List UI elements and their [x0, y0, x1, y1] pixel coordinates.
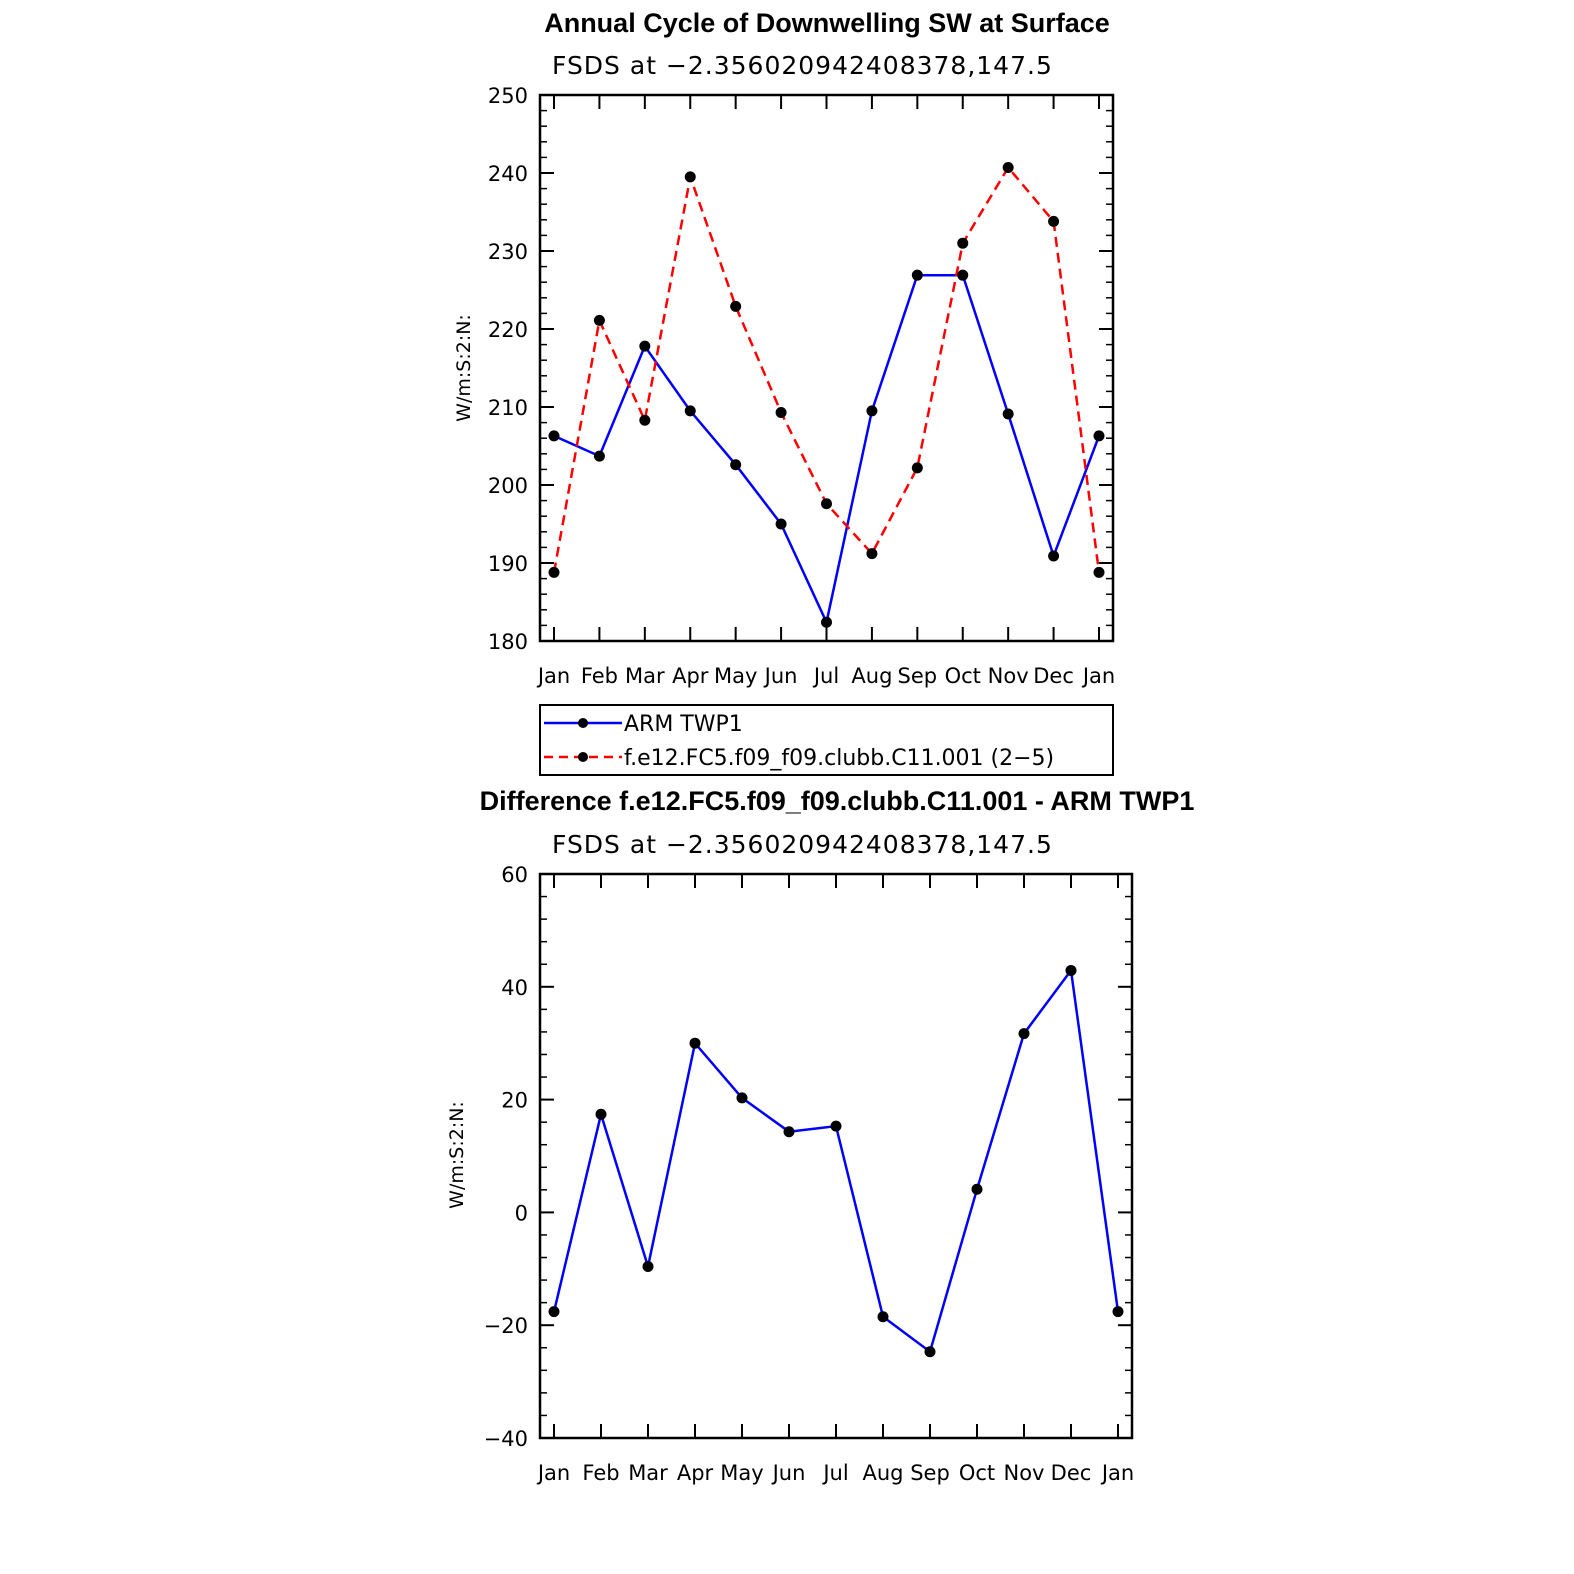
chart1-ytick-label: 250 — [488, 84, 528, 108]
chart1-series-1-point — [684, 405, 696, 417]
chart2-series-1-point — [783, 1126, 795, 1138]
chart2-ytick-label: 40 — [501, 976, 528, 1000]
chart2-xtick-label: Feb — [582, 1461, 619, 1485]
chart1-series-2-point — [866, 548, 878, 560]
chart1-series-2-point — [639, 414, 651, 426]
chart1-ytick-label: 180 — [488, 630, 528, 654]
chart2-frame — [538, 872, 1134, 1440]
chart1-series-1-point — [548, 430, 560, 442]
legend-marker-arm — [578, 718, 588, 728]
chart1-xtick-label: Jul — [812, 664, 839, 688]
chart1-ytick-label: 210 — [488, 396, 528, 420]
chart1-title: Annual Cycle of Downwelling SW at Surfac… — [544, 8, 1110, 38]
chart2-xtick-label: May — [720, 1461, 763, 1485]
chart1-xtick-label: May — [714, 664, 757, 688]
chart2-series-1-point — [736, 1092, 748, 1104]
chart2-xtick-label: Nov — [1004, 1461, 1045, 1485]
chart1-series-2-point — [593, 314, 605, 326]
chart2-series-1-point — [1018, 1028, 1030, 1040]
chart2-ytick-label: 0 — [515, 1201, 528, 1225]
chart1-series-1-point — [821, 616, 832, 628]
chart2-xtick-label: Apr — [677, 1461, 714, 1485]
chart2-xtick-label: Jan — [1100, 1461, 1134, 1485]
chart2-ytick-label: 20 — [501, 1089, 528, 1113]
chart2-series-1-point — [689, 1037, 701, 1049]
chart1-xtick-label: Dec — [1033, 664, 1074, 688]
chart1-series-1-point — [1093, 430, 1105, 442]
legend-label-arm: ARM TWP1 — [624, 712, 743, 737]
chart1-xtick-label: Jun — [763, 664, 798, 688]
chart1-series-2-point — [548, 566, 560, 578]
chart1-series-2-point — [1093, 566, 1105, 578]
chart1-series-1-point — [1002, 408, 1014, 420]
legend-label-model: f.e12.FC5.f09_f09.clubb.C11.001 (2−5) — [624, 746, 1054, 771]
chart2-xtick-label: Jan — [536, 1461, 570, 1485]
chart2-subtitle: FSDS at −2.356020942408378,147.5 — [552, 830, 1053, 859]
chart1-series-1-point — [1048, 550, 1060, 562]
chart2-series-1-point — [642, 1261, 654, 1273]
chart2-series-1-point — [595, 1108, 607, 1120]
chart2-plot-area: −40 −20 0 20 40 60 Jan Feb Mar Apr May Jun Jul Aug Sep… — [484, 863, 1135, 1485]
chart1-ytick-label: 230 — [488, 240, 528, 264]
chart1-series-2-point — [684, 171, 696, 183]
legend-box — [539, 704, 1114, 776]
chart1-xtick-label: Feb — [581, 664, 618, 688]
chart1-series-1-point — [730, 459, 742, 471]
chart1-series-1-point — [957, 269, 969, 281]
chart1-series-1-point — [866, 405, 878, 417]
chart1-ytick-label: 240 — [488, 162, 528, 186]
chart1-series-1-point — [593, 450, 605, 462]
chart1-xtick-label: Oct — [945, 664, 981, 688]
chart1-legend: ARM TWP1 f.e12.FC5.f09_f09.clubb.C11.001… — [539, 704, 1114, 776]
chart1-series-line-1 — [553, 273, 1101, 627]
chart2-series-1-point — [1112, 1306, 1124, 1318]
chart1-xtick-label: Aug — [851, 664, 892, 688]
chart1-xtick-label: Mar — [625, 664, 665, 688]
chart2-ylabel: W/m:S:2:N: — [446, 1101, 468, 1209]
chart2-series-1-point — [971, 1183, 983, 1195]
chart1-series-2-point — [1048, 215, 1060, 227]
chart1-series-2-point — [821, 498, 832, 510]
chart1-series-2-point — [1002, 162, 1014, 174]
chart2-xtick-label: Jul — [821, 1461, 848, 1485]
chart2-series-1-point — [830, 1120, 842, 1132]
legend-marker-model — [578, 752, 588, 762]
chart2-xtick-label: Sep — [910, 1461, 950, 1485]
chart2-title: Difference f.e12.FC5.f09_f09.clubb.C11.0… — [480, 786, 1195, 816]
chart2-xtick-label: Aug — [862, 1461, 903, 1485]
chart1-series-2-point — [730, 300, 742, 312]
chart1-frame — [538, 93, 1115, 643]
chart2-xtick-label: Oct — [959, 1461, 995, 1485]
chart2-series-1-point — [877, 1311, 889, 1323]
chart2-series-1-point — [924, 1346, 936, 1358]
chart1-xtick-label: Nov — [988, 664, 1029, 688]
chart2-xtick-label: Jun — [771, 1461, 806, 1485]
chart1-series-1-point — [911, 269, 923, 281]
chart2-series-1-point — [548, 1306, 560, 1318]
chart1-subtitle: FSDS at −2.356020942408378,147.5 — [552, 51, 1053, 80]
chart2-ytick-label: −20 — [484, 1314, 528, 1338]
chart2-series-1-point — [1065, 964, 1077, 976]
chart1-series-2-point — [911, 462, 923, 474]
chart1-ylabel: W/m:S:2:N: — [453, 314, 475, 422]
chart1-ytick-label: 200 — [488, 474, 528, 498]
chart1-xtick-label: Jan — [536, 664, 570, 688]
chart1-series-1-point — [639, 340, 651, 352]
chart2-ytick-label: −40 — [484, 1427, 528, 1451]
chart1-xtick-label: Sep — [898, 664, 938, 688]
chart2-ytick-label: 60 — [501, 863, 528, 887]
chart1-ytick-label: 190 — [488, 552, 528, 576]
chart2-xtick-label: Mar — [628, 1461, 668, 1485]
chart1-xtick-label: Jan — [1081, 664, 1115, 688]
chart2-xtick-label: Dec — [1051, 1461, 1092, 1485]
chart1-ytick-label: 220 — [488, 318, 528, 342]
chart2-series-line-1 — [552, 967, 1120, 1354]
chart1-series-2-point — [775, 406, 787, 418]
chart1-series-1-point — [775, 518, 787, 530]
chart1-series-2-point — [957, 237, 969, 249]
chart1-xtick-label: Apr — [672, 664, 709, 688]
